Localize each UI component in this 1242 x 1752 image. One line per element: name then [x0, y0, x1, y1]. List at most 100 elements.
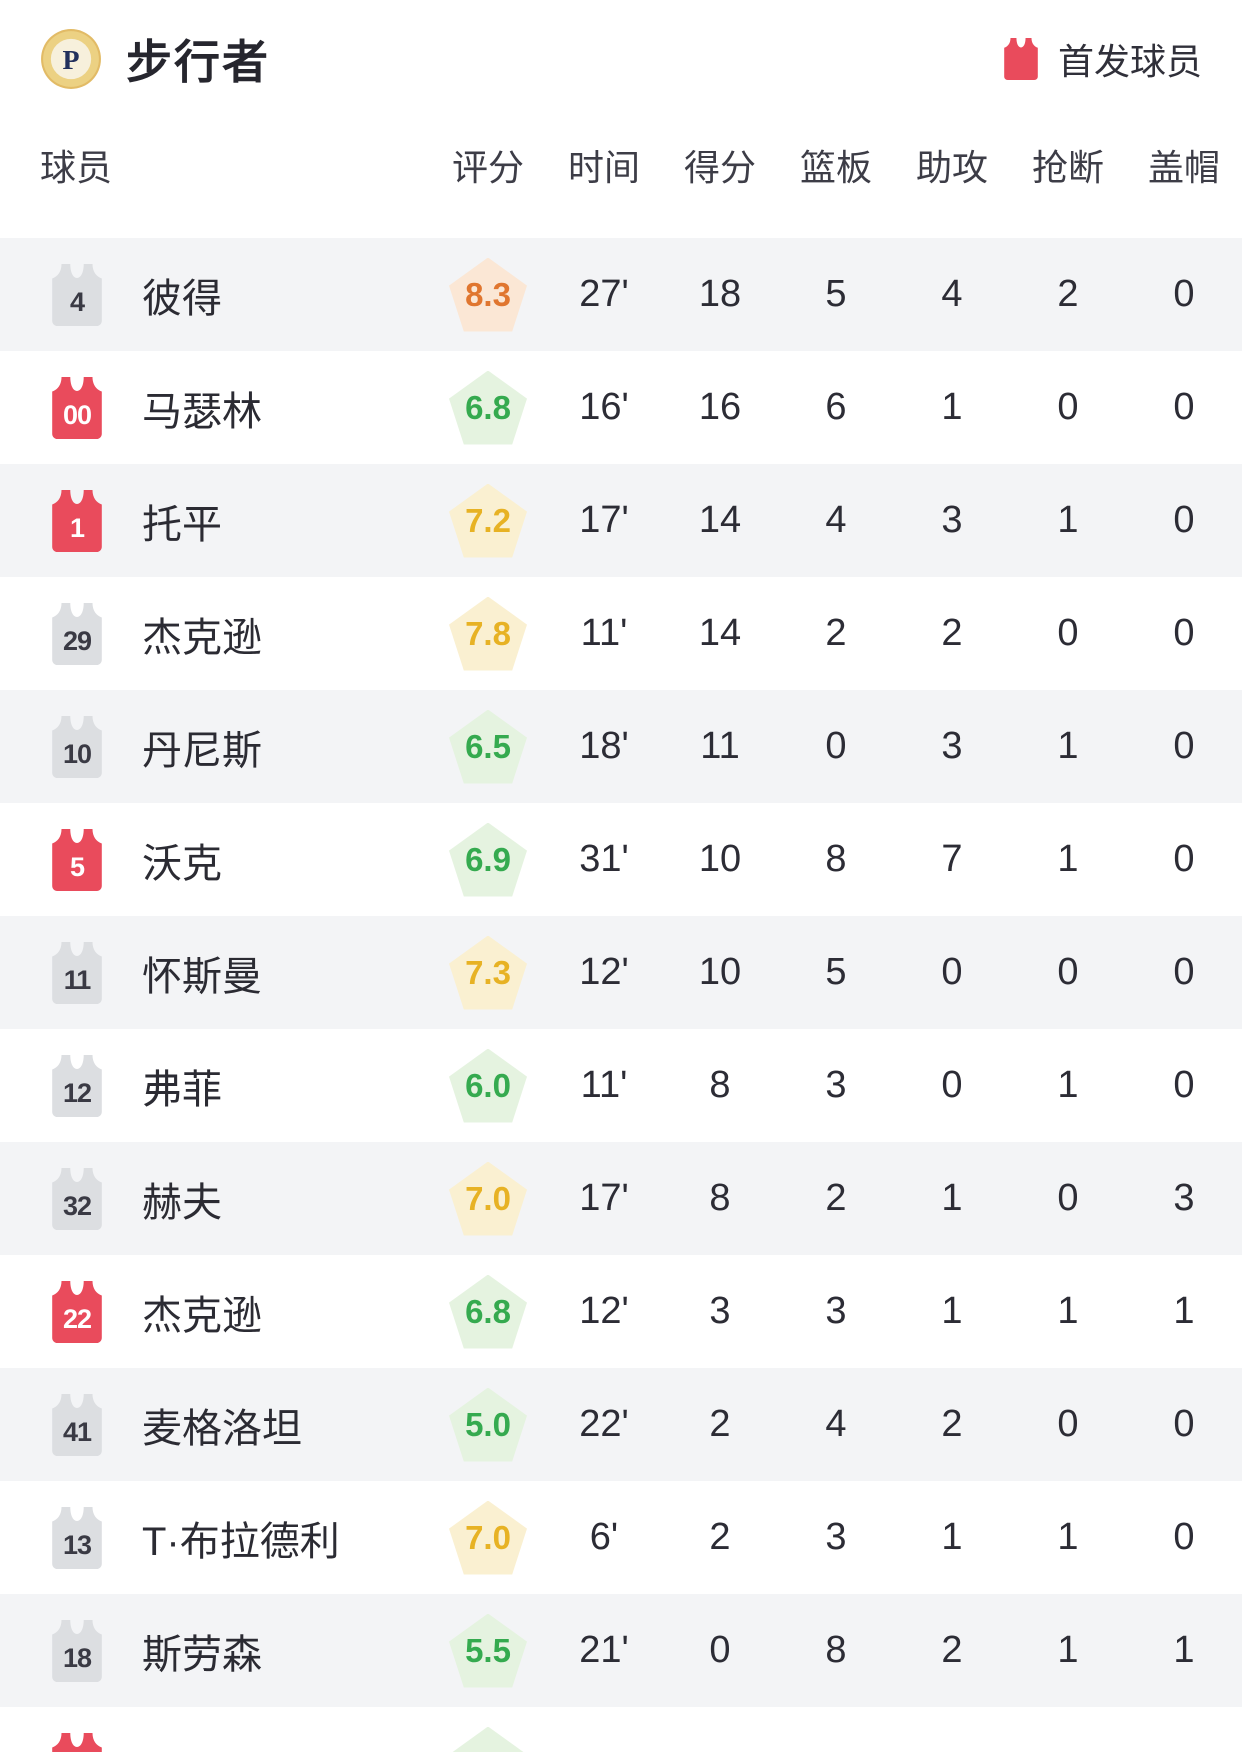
rating-cell: 5.0	[430, 1387, 546, 1462]
points-value: 10	[698, 838, 742, 880]
player-cell: 29 杰克逊	[40, 602, 430, 665]
column-header-rating: 评分	[451, 147, 524, 188]
jersey-number: 11	[63, 965, 92, 995]
points-value: 18	[698, 273, 742, 315]
points-value: 8	[709, 1064, 731, 1106]
steals-value: 1	[1057, 1290, 1079, 1332]
player-name: 麦格洛坦	[142, 1406, 302, 1451]
steals-value: 1	[1057, 1516, 1079, 1558]
column-header-rebounds: 篮板	[799, 147, 872, 188]
table-row[interactable]: 29 杰克逊 7.8 11' 14 2 2 0 0	[0, 577, 1242, 690]
table-row[interactable]: 22 杰克逊 6.8 12' 3 3 1 1 1	[0, 1255, 1242, 1368]
rebounds-value: 3	[825, 1516, 847, 1558]
jersey-icon: 11	[50, 941, 104, 1004]
player-name: 杰克逊	[142, 615, 262, 660]
points-value: 2	[709, 1516, 731, 1558]
player-name: 怀斯曼	[142, 954, 262, 999]
rating-cell: 6.8	[430, 1274, 546, 1349]
player-name: 斯劳森	[142, 1632, 262, 1677]
table-row[interactable]: 10 丹尼斯 6.5 18' 11 0 3 1 0	[0, 690, 1242, 803]
rating-cell: 5.5	[430, 1613, 546, 1688]
column-header-player: 球员	[40, 147, 113, 188]
jersey-icon: 22	[50, 1280, 104, 1343]
rating-badge: 7.0	[449, 1161, 527, 1236]
time-value: 31'	[579, 838, 629, 880]
player-name: 丹尼斯	[142, 728, 262, 773]
table-row[interactable]: 12 弗菲 6.0 11' 8 3 0 1 0	[0, 1029, 1242, 1142]
rating-badge: 7.2	[449, 483, 527, 558]
assists-value: 2	[941, 612, 963, 654]
jersey-icon: 00	[50, 376, 104, 439]
player-name: 马瑟林	[142, 389, 262, 434]
rebounds-value: 5	[825, 951, 847, 993]
points-value: 3	[709, 1290, 731, 1332]
player-cell: 5 沃克	[40, 828, 430, 891]
starter-jersey-icon	[1002, 38, 1040, 80]
rating-badge: 8.3	[449, 257, 527, 332]
jersey-number: 41	[62, 1417, 92, 1447]
assists-value: 1	[941, 1516, 963, 1558]
steals-value: 0	[1057, 1403, 1079, 1445]
blocks-value: 0	[1173, 838, 1195, 880]
assists-value: 2	[941, 1403, 963, 1445]
rebounds-value: 3	[825, 1290, 847, 1332]
player-cell: 10 丹尼斯	[40, 715, 430, 778]
assists-value: 7	[941, 838, 963, 880]
rating-cell: 8.3	[430, 257, 546, 332]
player-cell: 1 托平	[40, 489, 430, 552]
rating-cell: 7.3	[430, 935, 546, 1010]
jersey-number: 13	[62, 1530, 92, 1560]
rating-badge	[449, 1726, 527, 1752]
blocks-value: 0	[1173, 612, 1195, 654]
column-header-steals: 抢断	[1031, 147, 1104, 188]
column-header-points: 得分	[683, 147, 756, 188]
rating-badge: 5.5	[449, 1613, 527, 1688]
rating-badge: 6.0	[449, 1048, 527, 1123]
time-value: 6'	[589, 1516, 619, 1558]
jersey-number: 1	[69, 513, 85, 543]
column-header-assists: 助攻	[915, 147, 988, 188]
table-row[interactable]: 1 托平 7.2 17' 14 4 3 1 0	[0, 464, 1242, 577]
rebounds-value: 2	[825, 612, 847, 654]
blocks-value: 0	[1173, 725, 1195, 767]
jersey-icon: 12	[50, 1054, 104, 1117]
points-value: 14	[698, 499, 742, 541]
jersey-icon	[50, 1732, 104, 1752]
player-cell: 41 麦格洛坦	[40, 1393, 430, 1456]
points-value: 16	[698, 386, 742, 428]
time-value: 17'	[579, 1177, 629, 1219]
rebounds-value: 6	[825, 386, 847, 428]
rating-cell: 6.9	[430, 822, 546, 897]
assists-value: 0	[941, 951, 963, 993]
rebounds-value: 3	[825, 1064, 847, 1106]
table-row[interactable]: 18 斯劳森 5.5 21' 0 8 2 1 1	[0, 1594, 1242, 1707]
assists-value: 2	[941, 1629, 963, 1671]
jersey-icon: 1	[50, 489, 104, 552]
assists-value: 4	[941, 273, 963, 315]
rating-badge: 7.3	[449, 935, 527, 1010]
jersey-icon: 29	[50, 602, 104, 665]
table-row[interactable]: 13 T·布拉德利 7.0 6' 2 3 1 1 0	[0, 1481, 1242, 1594]
assists-value: 3	[941, 725, 963, 767]
blocks-value: 3	[1173, 1177, 1195, 1219]
blocks-value: 0	[1173, 951, 1195, 993]
table-row[interactable]: 41 麦格洛坦 5.0 22' 2 4 2 0 0	[0, 1368, 1242, 1481]
jersey-number: 32	[62, 1191, 92, 1221]
team-name: 步行者	[126, 36, 270, 88]
time-value: 11'	[580, 612, 628, 654]
points-value: 2	[709, 1403, 731, 1445]
table-row[interactable]: 4 彼得 8.3 27' 18 5 4 2 0	[0, 238, 1242, 351]
player-name: 杰克逊	[142, 1293, 262, 1338]
table-row[interactable]: 00 马瑟林 6.8 16' 16 6 1 0 0	[0, 351, 1242, 464]
table-row[interactable]	[0, 1707, 1242, 1752]
table-row[interactable]: 32 赫夫 7.0 17' 8 2 1 0 3	[0, 1142, 1242, 1255]
rebounds-value: 8	[825, 838, 847, 880]
steals-value: 0	[1057, 951, 1079, 993]
table-row[interactable]: 11 怀斯曼 7.3 12' 10 5 0 0 0	[0, 916, 1242, 1029]
jersey-number: 10	[62, 739, 92, 769]
time-value: 22'	[579, 1403, 629, 1445]
table-row[interactable]: 5 沃克 6.9 31' 10 8 7 1 0	[0, 803, 1242, 916]
jersey-number: 12	[62, 1078, 92, 1108]
rating-cell: 6.0	[430, 1048, 546, 1123]
jersey-icon: 32	[50, 1167, 104, 1230]
